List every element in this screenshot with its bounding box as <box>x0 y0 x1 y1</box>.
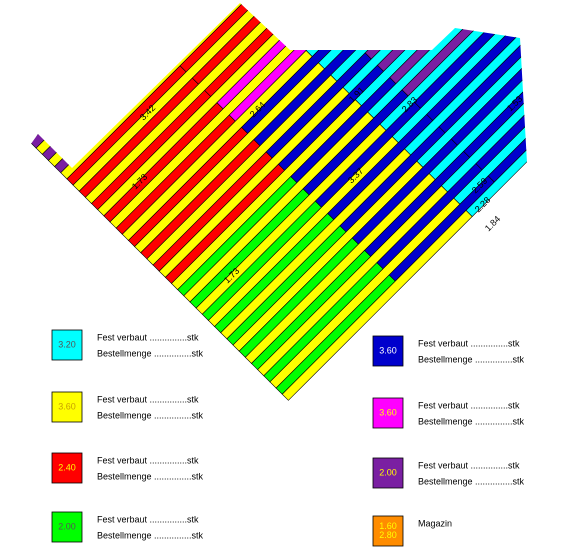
legend-swatch <box>372 397 404 429</box>
legend-text: Bestellmenge ...............stk <box>97 530 204 540</box>
plank <box>441 3 532 193</box>
plank-label: 1.84 <box>483 214 502 233</box>
swatch-label: 3.60 <box>379 345 397 355</box>
plank <box>463 3 532 158</box>
legend-swatch <box>51 391 83 423</box>
legend-text: Fest verbaut ...............stk <box>97 514 199 524</box>
legend-text: Fest verbaut ...............stk <box>418 338 520 348</box>
legend-text: Fest verbaut ...............stk <box>97 332 199 342</box>
legend-text: Bestellmenge ...............stk <box>97 471 204 481</box>
plank <box>268 3 460 21</box>
swatch-label: 3.20 <box>58 339 76 349</box>
legend-text: Bestellmenge ...............stk <box>97 348 204 358</box>
legend-swatch <box>51 329 83 361</box>
plank <box>453 13 532 205</box>
swatch-label: 2.40 <box>58 462 76 472</box>
plank <box>315 3 479 11</box>
legend-text: Bestellmenge ...............stk <box>97 410 204 420</box>
legend-swatch <box>372 515 404 547</box>
swatch-label: 2.80 <box>379 530 397 540</box>
legend: 3.20 Fest verbaut ...............stk Beste… <box>51 329 525 547</box>
legend-text: Bestellmenge ...............stk <box>418 476 525 486</box>
plank <box>340 3 503 35</box>
legend-text: Fest verbaut ...............stk <box>97 455 199 465</box>
plank <box>281 3 472 33</box>
swatch-label: 2.00 <box>379 467 397 477</box>
swatch-label: 3.60 <box>379 407 397 417</box>
swatch-label: 2.00 <box>58 521 76 531</box>
plank <box>475 7 532 171</box>
legend-swatch <box>372 457 404 489</box>
plank <box>327 3 491 23</box>
legend-swatch <box>51 452 83 484</box>
legend-text: Fest verbaut ...............stk <box>418 460 520 470</box>
legend-text: Bestellmenge ...............stk <box>418 416 525 426</box>
swatch-label: 3.60 <box>58 401 76 411</box>
legend-swatch <box>51 511 83 543</box>
legend-text: Fest verbaut ...............stk <box>97 394 199 404</box>
legend-text: Bestellmenge ...............stk <box>418 354 525 364</box>
plank <box>256 3 448 8</box>
legend-swatch <box>372 335 404 367</box>
legend-text: Magazin <box>418 518 452 528</box>
legend-text: Fest verbaut ...............stk <box>418 400 520 410</box>
plank <box>465 26 532 217</box>
swatch-label: 1.60 <box>379 521 397 531</box>
